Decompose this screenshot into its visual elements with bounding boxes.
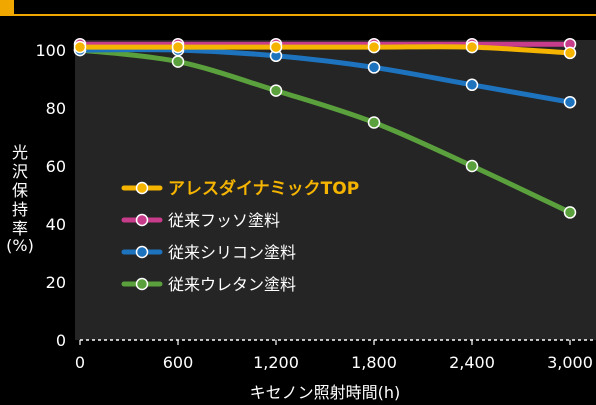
y-tick-label: 60 [46, 157, 66, 176]
x-tick-label: 0 [75, 353, 85, 372]
legend-label: 従来フッソ塗料 [168, 211, 280, 230]
data-point [563, 95, 577, 109]
x-tick-label: 2,400 [449, 353, 495, 372]
y-label-char: 保 [12, 181, 28, 200]
y-label-char: 光 [12, 143, 28, 162]
y-tick-label: 40 [46, 215, 66, 234]
data-point [367, 61, 381, 74]
data-point [465, 78, 479, 92]
y-label-char: 沢 [12, 162, 28, 181]
legend-label: アレスダイナミックTOP [168, 178, 359, 199]
y-tick-label: 100 [35, 41, 66, 60]
legend-label: 従来ウレタン塗料 [168, 275, 296, 294]
legend-item-2: 従来シリコン塗料 [121, 243, 296, 262]
legend-swatch-marker [135, 245, 149, 259]
y-label-unit: (%) [6, 236, 34, 255]
x-axis-label: キセノン照射時間(h) [250, 383, 401, 402]
series-3 [73, 43, 577, 219]
y-label-char: 持 [12, 200, 28, 219]
x-tick-label: 600 [163, 353, 194, 372]
x-axis-baseline [79, 339, 596, 345]
data-point [171, 40, 185, 54]
data-point [367, 116, 381, 129]
data-point [269, 84, 283, 97]
series-0 [73, 40, 577, 60]
y-tick-labels: 0 20 40 60 80 100 [35, 41, 66, 350]
y-tick-label: 20 [46, 273, 66, 292]
series-line-2 [77, 47, 573, 105]
data-point [563, 46, 577, 60]
y-label-char: 率 [12, 219, 28, 238]
data-point [73, 40, 87, 54]
banner-accent [0, 0, 14, 14]
data-point [465, 159, 479, 173]
x-tick-label: 1,200 [253, 353, 299, 372]
legend-item-1: 従来フッソ塗料 [121, 211, 280, 230]
x-tick-labels: 0 600 1,200 1,800 2,400 3,000 [75, 353, 593, 372]
data-point [465, 40, 479, 54]
data-point [171, 55, 185, 68]
x-tick-label: 3,000 [547, 353, 593, 372]
legend-swatch-marker [135, 277, 149, 291]
legend-label: 従来シリコン塗料 [168, 243, 296, 262]
data-point [269, 40, 283, 54]
legend-swatch-marker [135, 213, 149, 227]
data-point [563, 206, 577, 219]
y-tick-label: 0 [56, 331, 66, 350]
legend-item-0: アレスダイナミックTOP [121, 178, 359, 199]
series-layer [73, 37, 577, 219]
series-line-0 [77, 44, 573, 56]
x-tick-label: 1,800 [351, 353, 397, 372]
top-banner [0, 0, 596, 16]
data-point [367, 40, 381, 54]
y-tick-label: 80 [46, 99, 66, 118]
legend-item-3: 従来ウレタン塗料 [121, 275, 296, 294]
legend-swatch-marker [135, 181, 149, 195]
